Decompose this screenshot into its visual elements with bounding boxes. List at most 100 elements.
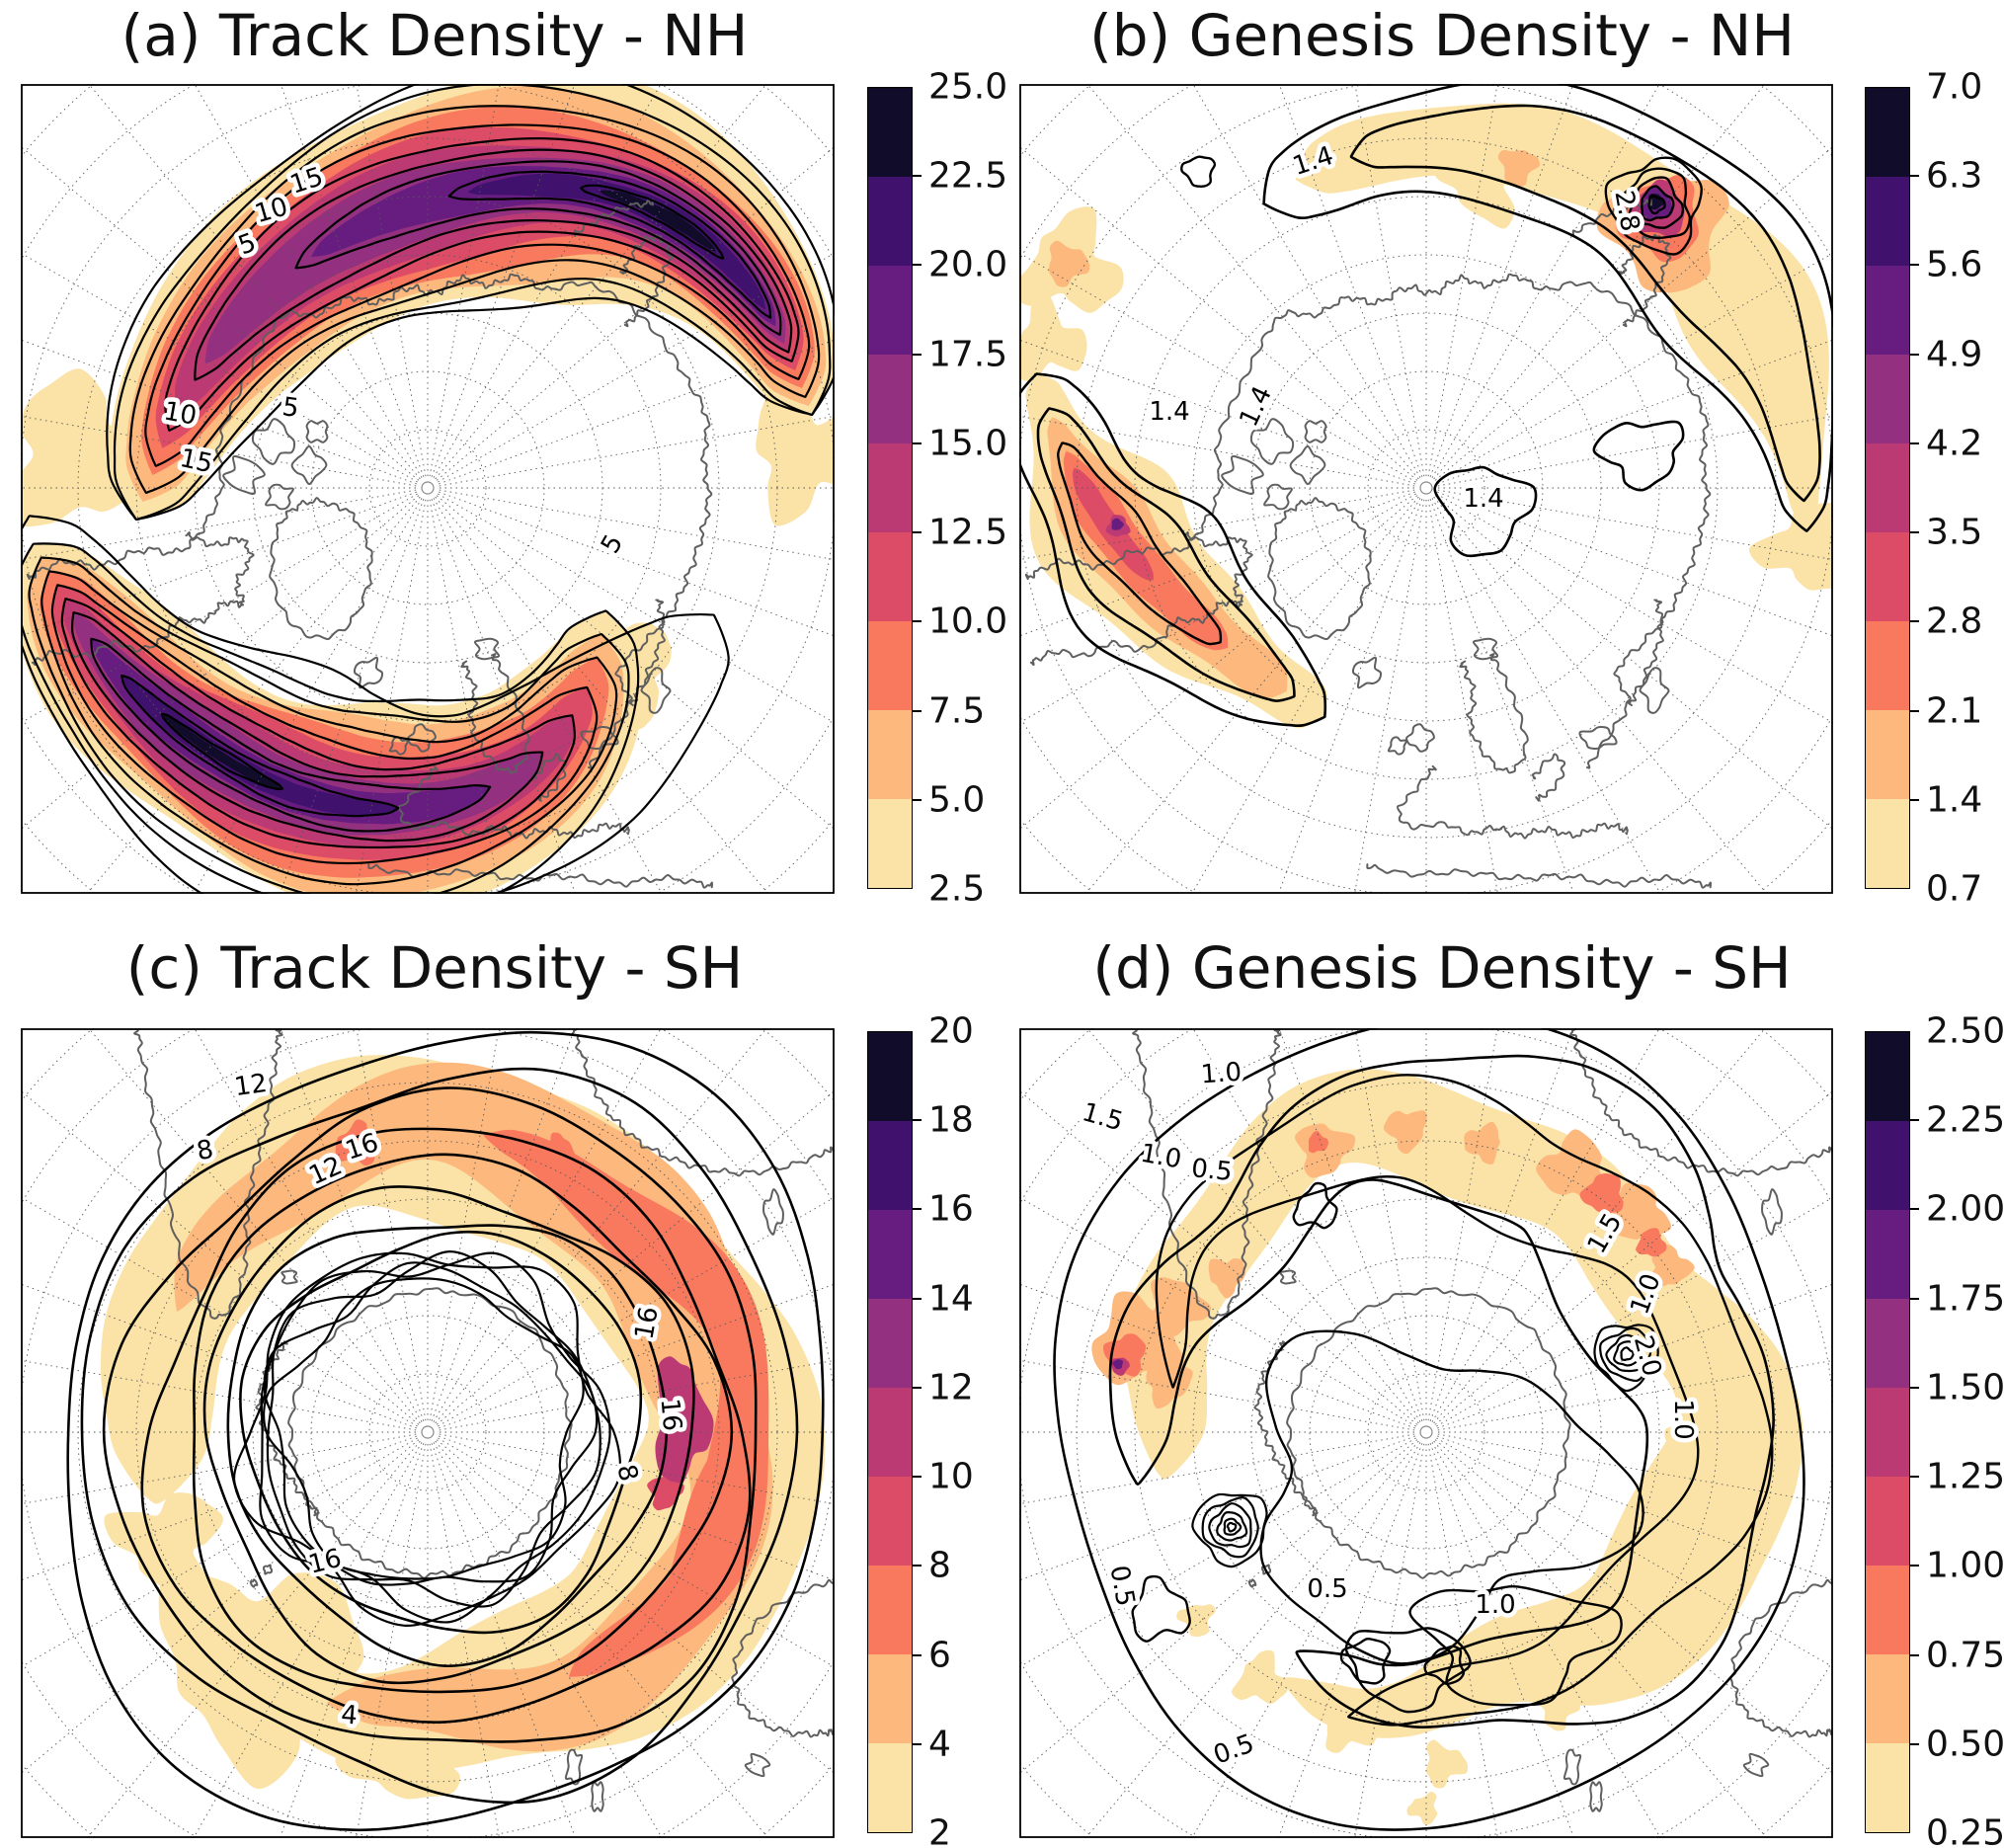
- contour-label: 0.5: [1307, 1574, 1347, 1604]
- colorbar-tick-label: 3.5: [1926, 512, 1983, 553]
- colorbar-tick: [1910, 1386, 1919, 1389]
- colorbar-tick: [913, 264, 922, 267]
- colorbar-tick-label: 0.7: [1926, 868, 1983, 910]
- contour-label: 1.4: [1463, 484, 1503, 514]
- colorbar-segment: [1866, 355, 1909, 443]
- colorbar-tick-label: 18: [928, 1099, 974, 1141]
- colorbar-bar: [1865, 1031, 1910, 1833]
- panel-a-colorbar: 25.0 22.5 20.0 17.5 15.0 12.5 10.0 7.5 5.0 2.5: [867, 67, 1075, 910]
- colorbar-segment: [1866, 88, 1909, 177]
- panel-c-title: (c) Track Density - SH: [125, 934, 744, 1002]
- colorbar-segment: [868, 710, 912, 799]
- colorbar-tick-label: 2.00: [1926, 1188, 2004, 1230]
- colorbar-segment: [1866, 443, 1909, 532]
- colorbar-tick: [913, 1386, 922, 1389]
- colorbar-tick-label: 2.5: [928, 868, 986, 910]
- colorbar-segment: [868, 1743, 912, 1832]
- colorbar-tick-label: 1.4: [1926, 779, 1983, 821]
- colorbar-segment: [868, 177, 912, 266]
- colorbar-tick-label: 6: [928, 1635, 951, 1676]
- colorbar-tick-label: 8: [928, 1545, 951, 1586]
- colorbar-segment: [868, 1388, 912, 1477]
- colorbar-tick-label: 2.1: [1926, 690, 1983, 732]
- colorbar-tick-label: 12: [928, 1367, 974, 1408]
- colorbar-tick-label: 0.75: [1926, 1635, 2004, 1676]
- colorbar-segment: [1866, 1299, 1909, 1388]
- contour-label: 0.5: [1104, 1564, 1141, 1609]
- colorbar-tick: [913, 1742, 922, 1745]
- contour-label: 1.0: [1668, 1399, 1698, 1439]
- colorbar-tick: [913, 798, 922, 801]
- colorbar-tick: [1910, 620, 1919, 623]
- contour-label: 1.4: [1149, 397, 1189, 427]
- colorbar-tick: [913, 1297, 922, 1300]
- colorbar-segment: [1866, 266, 1909, 355]
- panel-c-map: 12 8 16 12 16 16 16 4 8: [0, 840, 1020, 1848]
- colorbar-segment: [868, 443, 912, 532]
- colorbar-tick: [1910, 1742, 1919, 1745]
- panel-b-title: (b) Genesis Density - NH: [1089, 2, 1795, 69]
- colorbar-tick-label: 1.00: [1926, 1545, 2004, 1586]
- colorbar-segment: [1866, 710, 1909, 799]
- colorbar-tick-label: 20.0: [928, 244, 1008, 285]
- colorbar-segment: [868, 799, 912, 888]
- colorbar-tick-label: 2.8: [1926, 601, 1983, 642]
- contour-label: 1.4: [1234, 382, 1278, 432]
- contour-lines: [7, 63, 839, 925]
- colorbar-tick: [913, 531, 922, 534]
- map-frame: [1019, 84, 1833, 894]
- colorbar-tick: [1910, 175, 1919, 178]
- contour-label: 1.0: [1200, 1058, 1242, 1090]
- map-frame: [1019, 1028, 1833, 1838]
- contour-label: 4: [340, 1700, 359, 1730]
- colorbar-segment: [868, 1210, 912, 1299]
- colorbar-tick-label: 10.0: [928, 601, 1008, 642]
- colorbar-segment: [1866, 1121, 1909, 1210]
- colorbar-bar: [867, 87, 913, 889]
- panel-d-colorbar: 2.50 2.25 2.00 1.75 1.50 1.25 1.00 0.75 0.50 0.25: [1865, 1011, 2004, 1848]
- contour-label: 1.0: [1475, 1590, 1515, 1620]
- colorbar-tick-label: 14: [928, 1278, 974, 1320]
- colorbar-tick-label: 7.5: [928, 690, 986, 732]
- panel-b-map-svg: 1.4 2.8 1.4 1.4 1.4: [834, 0, 2004, 1081]
- colorbar-tick-label: 2: [928, 1812, 951, 1848]
- panel-a-map: 15 10 5 10 15 5 5: [0, 0, 1020, 1081]
- colorbar-tick-label: 1.50: [1926, 1367, 2004, 1408]
- filled-contours: [1091, 1069, 1804, 1825]
- colorbar-tick: [913, 353, 922, 356]
- panel-c-colorbar: 20 18 16 14 12 10 8 6 4 2: [867, 1011, 1075, 1848]
- colorbar-tick: [913, 1476, 922, 1479]
- contour-label: 16: [655, 1398, 687, 1433]
- colorbar-segment: [1866, 1477, 1909, 1566]
- contour-label: 8: [195, 1135, 216, 1166]
- colorbar-tick-label: 1.25: [1926, 1456, 2004, 1497]
- panel-d-map: 1.0 1.5 1.0 0.5 1.5 1.0 2.0 1.0 0.5 0.5 1.0 0.5: [834, 840, 2004, 1848]
- panel-d-title: (d) Genesis Density - SH: [1092, 934, 1792, 1002]
- colorbar-tick: [913, 709, 922, 712]
- panel-d-map-svg: 1.01.51.0 0.51.51.02.01.00.5 0.51.00.5: [834, 840, 2004, 1848]
- colorbar-tick: [1910, 531, 1919, 534]
- colorbar-tick: [913, 1119, 922, 1122]
- colorbar-tick: [1910, 1565, 1919, 1567]
- colorbar-segment: [868, 266, 912, 355]
- colorbar-segment: [1866, 1032, 1909, 1121]
- contour-lines: [1053, 1015, 1805, 1831]
- colorbar-tick-label: 12.5: [928, 512, 1008, 553]
- coastlines: [26, 199, 714, 889]
- colorbar-tick-label: 4.9: [1926, 334, 1983, 375]
- contour-label: 0.5: [1190, 1154, 1234, 1187]
- colorbar-tick: [913, 175, 922, 178]
- map-frame: [21, 84, 835, 894]
- contour-label: 10: [161, 396, 199, 431]
- colorbar-bar: [1865, 87, 1910, 889]
- colorbar-tick: [1910, 798, 1919, 801]
- colorbar-segment: [1866, 1388, 1909, 1477]
- contour-label: 5: [596, 529, 629, 558]
- colorbar-segment: [868, 532, 912, 621]
- colorbar-tick-label: 15.0: [928, 423, 1008, 464]
- map-frame: [21, 1028, 835, 1838]
- contour-lines: [66, 1030, 825, 1832]
- colorbar-tick: [913, 620, 922, 623]
